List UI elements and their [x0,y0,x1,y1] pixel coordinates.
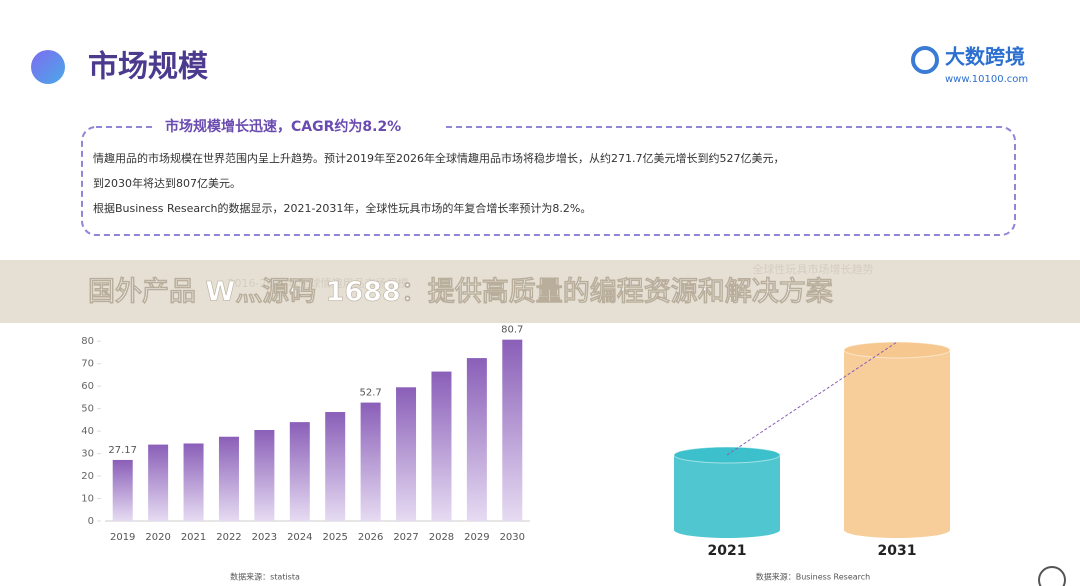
cylinder [844,350,950,538]
x-tick-label: 2029 [464,532,489,543]
x-tick-label: 2031 [878,543,917,559]
box-title: 市场规模增长迅速，CAGR约为8.2% [165,118,401,135]
bar [148,444,169,521]
x-tick-label: 2030 [500,532,525,543]
x-tick-label: 2024 [287,532,312,543]
y-tick-label: 10 [81,494,94,505]
y-tick-label: 80 [81,336,94,347]
value-label: 80.7 [501,325,523,336]
x-tick-label: 2020 [145,532,170,543]
y-tick-label: 20 [81,471,94,482]
x-tick-label: 2023 [252,532,277,543]
logo-url: www.10100.com [945,74,1028,85]
title-dot [31,50,65,84]
x-tick-label: 2026 [358,532,383,543]
value-label: 52.7 [359,388,381,399]
bar [254,429,275,521]
x-tick-label: 2021 [181,532,206,543]
corner-icon [1038,566,1066,586]
bar [396,387,417,521]
x-tick-label: 2022 [216,532,241,543]
bar [183,443,204,521]
cylinder-top [843,341,951,359]
banner [0,260,1080,323]
x-tick-label: 2019 [110,532,135,543]
box-line: 情趣用品的市场规模在世界范围内呈上升趋势。预计2019年至2026年全球情趣用品… [93,151,784,165]
y-tick-label: 50 [81,404,94,415]
y-tick-label: 40 [81,426,94,437]
box-line: 到2030年将达到807亿美元。 [93,176,241,190]
bar [502,339,523,521]
page-title: 市场规模 [88,50,208,85]
logo-text: 大数跨境 [945,45,1025,69]
bar [289,422,310,521]
bar [360,402,381,521]
value-label: 27.17 [108,445,137,456]
y-tick-label: 60 [81,381,94,392]
trend-line [726,341,898,456]
bar [218,436,239,521]
bar [431,371,452,521]
bar [466,358,487,521]
logo-mark [911,46,939,74]
y-tick-label: 30 [81,449,94,460]
source: 数据来源：statista [230,572,300,582]
source: 数据来源：Business Research [756,572,871,582]
cylinder [674,455,780,538]
box-line: 根据Business Research的数据显示，2021-2031年，全球性玩… [93,201,591,215]
bar [325,412,346,521]
y-tick-label: 0 [88,516,94,527]
banner-text: 国外产品 W灬源码 1688：提供高质量的编程资源和解决方案 [88,276,834,308]
x-tick-label: 2025 [322,532,347,543]
box-title-bg [155,117,445,137]
x-tick-label: 2021 [708,543,747,559]
x-tick-label: 2028 [429,532,454,543]
x-tick-label: 2027 [393,532,418,543]
bar [112,459,133,521]
info-box [81,126,1016,236]
y-tick-label: 70 [81,359,94,370]
